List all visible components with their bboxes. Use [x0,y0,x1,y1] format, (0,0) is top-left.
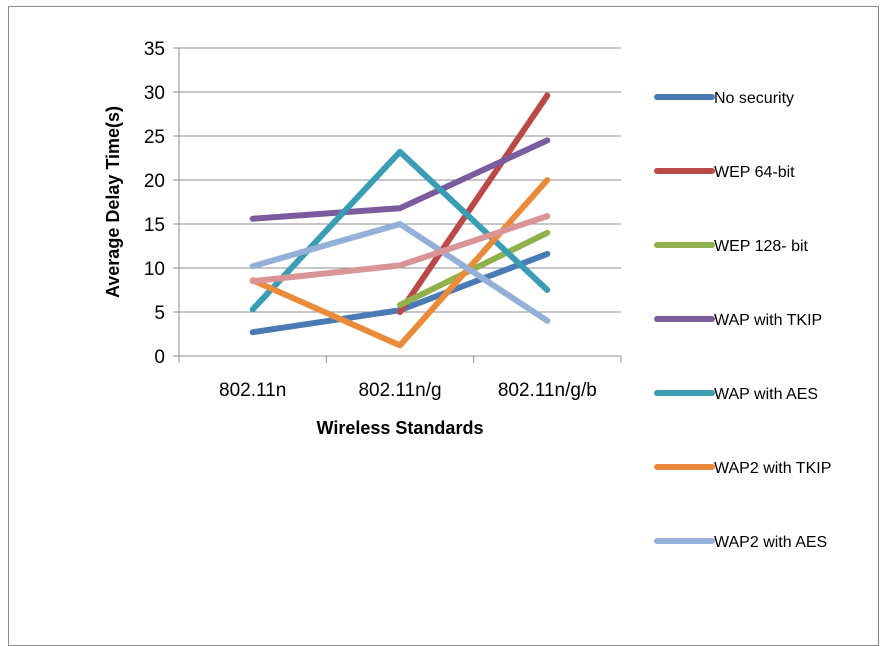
y-tick-label: 10 [144,259,165,280]
y-axis-title: Average Delay Time(s) [103,106,123,298]
y-tick-label: 20 [144,171,165,192]
series-line-2 [397,92,551,315]
legend-label: WEP 128- bit [714,238,809,255]
legend-label: WAP2 with TKIP [714,460,831,477]
series-line-8 [249,213,551,285]
y-tick-label: 5 [154,303,165,324]
series-line-5 [249,148,551,313]
series-lines [249,92,551,349]
tick-labels: 0 5 10 15 20 25 30 35 802.11n 802.11n/g 802.11n/g/… [144,39,597,401]
legend-label: WAP2 with AES [714,534,827,551]
x-tick-label: 802.11n/g [358,380,441,401]
y-tick-label: 35 [144,39,165,60]
x-tick-label: 802.11n/g/b [498,380,597,401]
gridlines [179,47,621,313]
y-tick-label: 0 [154,347,165,368]
legend-label: WEP 64-bit [714,164,795,181]
x-tick-label: 802.11n [219,380,286,401]
legend-label: WAP with TKIP [714,312,822,329]
series-line-7 [249,221,551,324]
y-tick-label: 15 [144,215,165,236]
y-tick-label: 30 [144,83,165,104]
chart-frame: 0 5 10 15 20 25 30 35 802.11n 802.11n/g 802.11n/g/… [8,6,879,646]
axes [173,47,622,363]
legend-label: No security [714,90,794,107]
y-tick-label: 25 [144,127,165,148]
series-line-4 [249,137,551,222]
line-chart: 0 5 10 15 20 25 30 35 802.11n 802.11n/g 802.11n/g/… [103,39,831,551]
legend-label: WAP with AES [714,386,818,403]
x-axis-title: Wireless Standards [317,418,484,438]
legend: No security WEP 64-bit WEP 128- bit WAP wit… [654,90,831,551]
